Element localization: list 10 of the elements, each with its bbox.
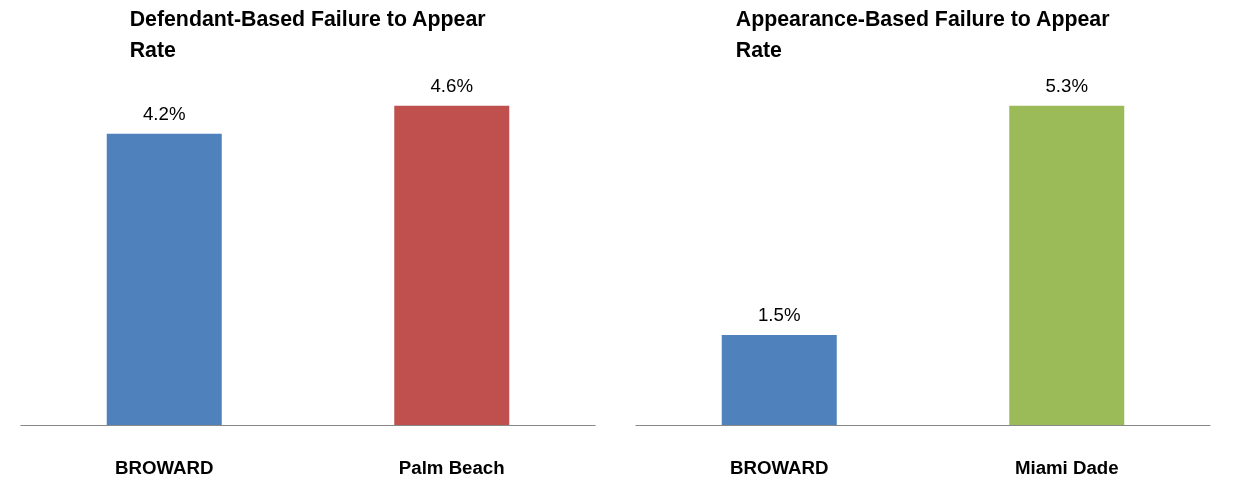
- x-tick-label: Palm Beach: [398, 456, 505, 478]
- x-tick-label: BROWARD: [730, 456, 829, 478]
- x-tick-label: BROWARD: [115, 456, 214, 478]
- chart-title: Appearance-Based Failure to Appear Rate: [735, 7, 1110, 63]
- data-label: 4.6%: [430, 74, 474, 96]
- data-label: 4.2%: [142, 102, 186, 124]
- x-tick-label: Miami Dade: [1014, 456, 1119, 478]
- data-label: 5.3%: [1045, 74, 1089, 96]
- chart-title: Defendant-Based Failure to Appear Rate: [129, 7, 486, 63]
- data-label: 1.5%: [757, 304, 801, 326]
